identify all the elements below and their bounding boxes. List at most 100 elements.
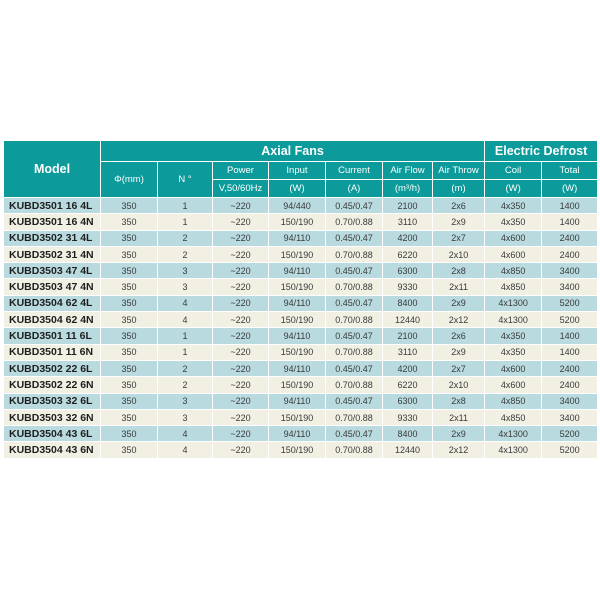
table-row: KUBD3503 32 6L 350 3 ~220 94/110 0.45/0.47 630… [3, 392, 599, 410]
cell-power_v: ~220 [212, 359, 269, 378]
cell-coil_w: 4x600 [484, 245, 543, 264]
table-header: Model Axial Fans Electric Defrost Φ(mm) … [3, 140, 599, 198]
cell-air_flow_m3h: 6300 [382, 392, 433, 410]
cell-model: KUBD3501 11 6N [3, 343, 101, 361]
cell-n: 1 [157, 213, 213, 231]
cell-current_a: 0.45/0.47 [325, 196, 383, 215]
cell-current_a: 0.70/0.88 [325, 278, 383, 296]
cell-coil_w: 4x1300 [484, 425, 543, 443]
column-header-input: Input [268, 161, 326, 180]
cell-total_w: 5200 [541, 441, 599, 459]
cell-coil_w: 4x1300 [484, 441, 543, 459]
column-header-coil: Coil [484, 161, 543, 180]
cell-diameter_mm: 350 [100, 343, 158, 361]
cell-diameter_mm: 350 [100, 294, 158, 313]
cell-air_flow_m3h: 12440 [382, 441, 433, 459]
cell-model: KUBD3501 16 4N [3, 213, 101, 231]
cell-air_flow_m3h: 8400 [382, 294, 433, 313]
cell-diameter_mm: 350 [100, 196, 158, 215]
column-header-n: N ° [157, 161, 213, 198]
cell-total_w: 3400 [541, 392, 599, 410]
cell-coil_w: 4x350 [484, 327, 543, 345]
cell-input_w: 94/110 [268, 359, 326, 378]
cell-n: 2 [157, 359, 213, 378]
table-row: KUBD3503 47 4N 350 3 ~220 150/190 0.70/0.88 93… [3, 278, 599, 296]
cell-current_a: 0.70/0.88 [325, 213, 383, 231]
cell-total_w: 3400 [541, 408, 599, 427]
cell-current_a: 0.70/0.88 [325, 408, 383, 427]
cell-input_w: 94/110 [268, 262, 326, 280]
cell-total_w: 1400 [541, 196, 599, 215]
cell-air_flow_m3h: 2100 [382, 196, 433, 215]
cell-n: 3 [157, 278, 213, 296]
cell-input_w: 150/190 [268, 311, 326, 329]
cell-air_throw_m: 2x9 [431, 425, 486, 443]
table-row: KUBD3503 32 6N 350 3 ~220 150/190 0.70/0.88 93… [3, 408, 599, 427]
cell-n: 3 [157, 262, 213, 280]
cell-total_w: 5200 [541, 425, 599, 443]
cell-power_v: ~220 [212, 441, 269, 459]
cell-total_w: 2400 [541, 359, 599, 378]
cell-total_w: 1400 [541, 213, 599, 231]
cell-total_w: 3400 [541, 278, 599, 296]
column-header-total: Total [541, 161, 599, 180]
cell-model: KUBD3504 43 6L [3, 425, 101, 443]
column-header-air-flow: Air Flow [382, 161, 433, 180]
cell-n: 1 [157, 327, 213, 345]
cell-input_w: 150/190 [268, 213, 326, 231]
cell-diameter_mm: 350 [100, 376, 158, 394]
cell-coil_w: 4x600 [484, 376, 543, 394]
cell-n: 1 [157, 196, 213, 215]
cell-coil_w: 4x850 [484, 392, 543, 410]
cell-total_w: 2400 [541, 245, 599, 264]
cell-input_w: 94/110 [268, 294, 326, 313]
cell-n: 3 [157, 408, 213, 427]
cell-coil_w: 4x600 [484, 229, 543, 247]
table-row: KUBD3503 47 4L 350 3 ~220 94/110 0.45/0.47 630… [3, 262, 599, 280]
cell-model: KUBD3503 47 4L [3, 262, 101, 280]
cell-total_w: 5200 [541, 294, 599, 313]
column-header-air-throw: Air Throw [431, 161, 486, 180]
cell-total_w: 3400 [541, 262, 599, 280]
unit-current: (A) [325, 179, 383, 198]
cell-air_throw_m: 2x9 [431, 213, 486, 231]
column-header-model: Model [3, 140, 101, 198]
cell-coil_w: 4x350 [484, 196, 543, 215]
cell-power_v: ~220 [212, 327, 269, 345]
cell-air_flow_m3h: 6300 [382, 262, 433, 280]
cell-air_throw_m: 2x9 [431, 294, 486, 313]
spec-table: Model Axial Fans Electric Defrost Φ(mm) … [3, 140, 599, 459]
cell-diameter_mm: 350 [100, 311, 158, 329]
cell-diameter_mm: 350 [100, 441, 158, 459]
cell-input_w: 94/110 [268, 229, 326, 247]
unit-total: (W) [541, 179, 599, 198]
cell-power_v: ~220 [212, 278, 269, 296]
cell-power_v: ~220 [212, 294, 269, 313]
cell-input_w: 94/110 [268, 327, 326, 345]
cell-current_a: 0.70/0.88 [325, 343, 383, 361]
cell-air_throw_m: 2x7 [431, 359, 486, 378]
cell-air_throw_m: 2x7 [431, 229, 486, 247]
cell-model: KUBD3503 32 6N [3, 408, 101, 427]
cell-model: KUBD3502 22 6L [3, 359, 101, 378]
cell-input_w: 150/190 [268, 408, 326, 427]
cell-diameter_mm: 350 [100, 359, 158, 378]
cell-current_a: 0.45/0.47 [325, 327, 383, 345]
cell-input_w: 94/440 [268, 196, 326, 215]
cell-n: 4 [157, 425, 213, 443]
cell-diameter_mm: 350 [100, 327, 158, 345]
cell-diameter_mm: 350 [100, 229, 158, 247]
cell-n: 4 [157, 441, 213, 459]
table-body: KUBD3501 16 4L 350 1 ~220 94/440 0.45/0.47 210… [3, 196, 599, 459]
cell-input_w: 150/190 [268, 278, 326, 296]
cell-model: KUBD3503 47 4N [3, 278, 101, 296]
cell-coil_w: 4x350 [484, 213, 543, 231]
cell-model: KUBD3502 31 4N [3, 245, 101, 264]
cell-diameter_mm: 350 [100, 213, 158, 231]
cell-power_v: ~220 [212, 262, 269, 280]
cell-coil_w: 4x1300 [484, 311, 543, 329]
group-header-axial-fans: Axial Fans [99, 140, 486, 162]
cell-power_v: ~220 [212, 343, 269, 361]
header-group-row: Model Axial Fans Electric Defrost [3, 140, 599, 198]
cell-coil_w: 4x1300 [484, 294, 543, 313]
